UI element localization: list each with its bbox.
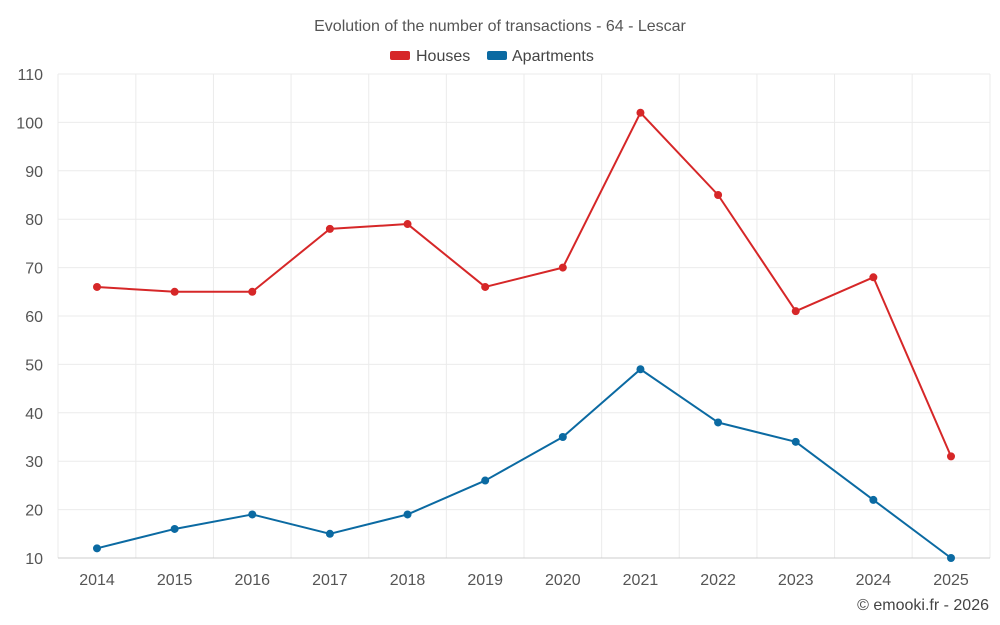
y-tick-label-110: 110 (17, 67, 43, 84)
data-point-apartments-2014 (93, 544, 101, 553)
credit-text: © emooki.fr - 2026 (857, 597, 989, 614)
y-tick-label-70: 70 (25, 261, 43, 278)
data-point-apartments-2021 (636, 365, 645, 374)
data-point-houses-2016 (248, 287, 257, 296)
data-point-houses-2023 (791, 307, 800, 316)
x-axis: 2014 2015 2016 2017 2018 2019 2020 2021 2022 2023… (58, 557, 990, 589)
legend-swatch-apartments (487, 51, 507, 60)
data-point-houses-2017 (325, 224, 334, 233)
data-point-houses-2014 (93, 282, 101, 291)
y-tick-label-100: 100 (16, 115, 43, 132)
data-point-apartments-2023 (791, 437, 800, 446)
data-point-apartments-2017 (325, 529, 334, 538)
legend: Houses Apartments (390, 48, 594, 65)
grid (57, 73, 991, 559)
series-layer (93, 108, 955, 562)
y-tick-label-30: 30 (25, 454, 43, 471)
data-point-apartments-2022 (714, 418, 723, 427)
data-point-houses-2018 (403, 220, 412, 229)
data-point-apartments-2019 (481, 476, 490, 485)
x-tick-label-2020: 2020 (545, 572, 581, 589)
data-point-houses-2021 (636, 108, 645, 117)
x-tick-label-2017: 2017 (312, 572, 348, 589)
x-tick-label-2019: 2019 (467, 572, 503, 589)
y-tick-label-60: 60 (25, 309, 43, 326)
data-point-houses-2022 (714, 191, 723, 199)
x-tick-label-2022: 2022 (700, 572, 736, 589)
chart-title: Evolution of the number of transactions … (314, 18, 686, 35)
x-tick-label-2024: 2024 (856, 572, 892, 589)
y-tick-label-90: 90 (25, 164, 43, 181)
series-line-apartments (96, 368, 952, 559)
data-point-apartments-2025 (947, 554, 955, 562)
legend-swatch-houses (390, 51, 410, 60)
y-tick-label-80: 80 (25, 212, 43, 229)
y-tick-label-40: 40 (25, 406, 43, 423)
legend-label-houses[interactable]: Houses (416, 48, 470, 65)
y-axis: 10 20 30 40 50 60 70 80 90 100 110 (16, 67, 43, 568)
data-point-apartments-2015 (170, 524, 179, 533)
data-point-apartments-2020 (558, 433, 567, 441)
y-tick-label-10: 10 (25, 551, 43, 568)
data-point-houses-2025 (947, 452, 955, 461)
x-tick-label-2023: 2023 (778, 572, 814, 589)
series-line-houses (96, 111, 952, 458)
data-point-houses-2024 (869, 273, 878, 282)
y-tick-label-50: 50 (25, 357, 43, 374)
x-tick-label-2016: 2016 (234, 572, 270, 589)
y-tick-label-20: 20 (25, 503, 43, 520)
x-tick-label-2025: 2025 (933, 572, 969, 589)
x-tick-label-2021: 2021 (623, 572, 659, 589)
data-point-apartments-2016 (248, 510, 257, 519)
x-tick-label-2015: 2015 (157, 572, 193, 589)
legend-label-apartments[interactable]: Apartments (512, 48, 594, 65)
data-point-houses-2015 (170, 287, 179, 296)
data-point-houses-2020 (558, 263, 567, 272)
data-point-apartments-2024 (869, 495, 878, 504)
data-point-houses-2019 (481, 282, 490, 291)
x-tick-label-2014: 2014 (79, 572, 115, 589)
x-tick-label-2018: 2018 (390, 572, 426, 589)
data-point-apartments-2018 (403, 510, 412, 519)
